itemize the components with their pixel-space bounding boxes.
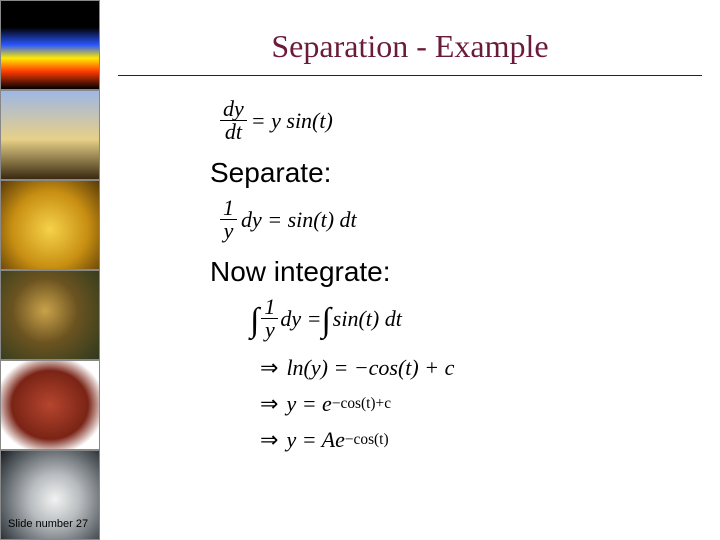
ode-num: dy: [220, 98, 247, 121]
main-content: Separation - Example dy dt = y sin(t) Se…: [100, 0, 720, 540]
thumb-liver: [0, 360, 100, 450]
integral-sign-1: ∫: [250, 302, 259, 340]
thumb-gold-bars: [0, 180, 100, 270]
label-separate: Separate:: [210, 157, 720, 189]
slide-number: Slide number 27: [8, 518, 88, 530]
res3-exp: −cos(t): [345, 431, 389, 449]
int-num: 1: [261, 296, 278, 319]
sep-rhs: dy = sin(t) dt: [241, 207, 357, 233]
implies-icon: ⇒: [260, 355, 278, 381]
int-mid: dy =: [280, 306, 321, 332]
res1-text: ln(y) = −cos(t) + c: [286, 355, 454, 381]
result-1: ⇒ ln(y) = −cos(t) + c: [260, 355, 720, 381]
result-2: ⇒ y = e−cos(t)+c: [260, 391, 720, 417]
content-area: dy dt = y sin(t) Separate: 1 y dy = sin(…: [100, 76, 720, 453]
res2-exp: −cos(t)+c: [332, 395, 391, 413]
equation-integral: ∫ 1 y dy = ∫ sin(t) dt: [250, 296, 720, 341]
res3-pre: y = Ae: [286, 427, 344, 453]
res2-pre: y = e: [286, 391, 331, 417]
slide-title: Separation - Example: [100, 28, 720, 65]
label-integrate: Now integrate:: [210, 256, 720, 288]
result-3: ⇒ y = Ae−cos(t): [260, 427, 720, 453]
thumb-leopard: [0, 270, 100, 360]
equation-separated: 1 y dy = sin(t) dt: [220, 197, 720, 242]
sep-num: 1: [220, 197, 237, 220]
int-rhs: sin(t) dt: [333, 306, 402, 332]
thumb-thermal-ring: [0, 0, 100, 90]
implies-icon: ⇒: [260, 427, 278, 453]
sep-den: y: [221, 220, 237, 242]
int-den: y: [262, 319, 278, 341]
implies-icon: ⇒: [260, 391, 278, 417]
equation-ode: dy dt = y sin(t): [220, 98, 720, 143]
ode-den: dt: [222, 121, 245, 143]
thumb-oil-pump: [0, 90, 100, 180]
results: ⇒ ln(y) = −cos(t) + c ⇒ y = e−cos(t)+c ⇒…: [260, 355, 720, 453]
ode-rhs: = y sin(t): [251, 108, 333, 134]
integral-sign-2: ∫: [321, 302, 330, 340]
